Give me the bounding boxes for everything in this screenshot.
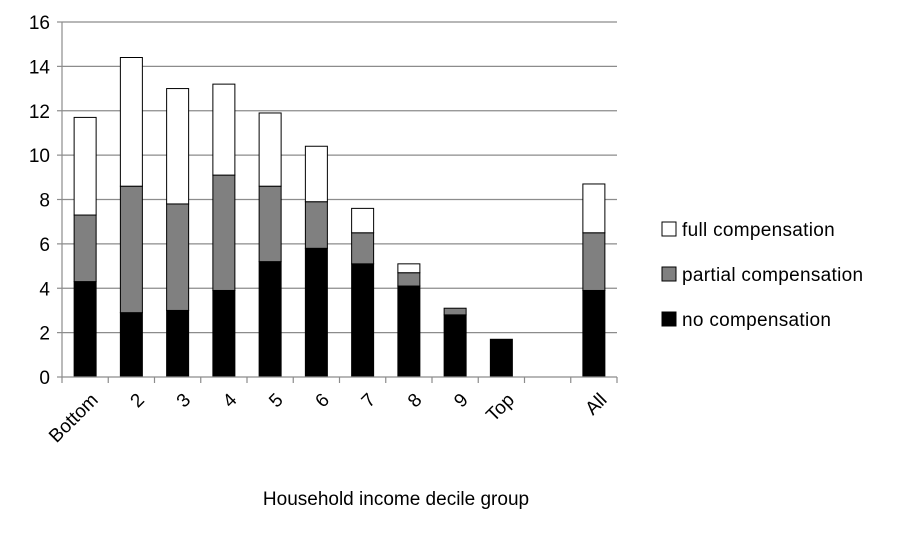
bar-segment-partial-compensation bbox=[304, 201, 328, 249]
bar-segment-no-compensation bbox=[397, 285, 421, 378]
y-tick-label: 0 bbox=[39, 368, 50, 389]
bar-segment-full-compensation bbox=[397, 263, 421, 274]
y-tick-label: 14 bbox=[29, 57, 51, 78]
bar-segment-full-compensation bbox=[304, 145, 328, 203]
y-tick-label: 8 bbox=[39, 191, 50, 212]
x-tick-label: Top bbox=[482, 390, 519, 427]
bar-segment-no-compensation bbox=[489, 338, 513, 378]
y-tick-label: 2 bbox=[39, 324, 50, 345]
bars bbox=[73, 57, 606, 378]
bar-segment-full-compensation bbox=[582, 183, 606, 234]
legend: full compensation partial compensation no … bbox=[661, 220, 863, 331]
y-tick-label: 6 bbox=[39, 235, 50, 256]
legend-swatch bbox=[661, 266, 677, 282]
y-tick-label: 4 bbox=[39, 279, 50, 300]
bar-segment-partial-compensation bbox=[258, 185, 282, 263]
y-tick-label: 10 bbox=[29, 146, 50, 167]
x-tick-label: 5 bbox=[265, 390, 287, 412]
x-tick-label: 9 bbox=[450, 390, 472, 412]
x-tick-label: Bottom bbox=[45, 390, 102, 447]
x-tick-label: 3 bbox=[173, 390, 195, 412]
legend-swatch bbox=[661, 311, 677, 327]
x-axis-title: Household income decile group bbox=[263, 489, 529, 510]
bar-segment-no-compensation bbox=[258, 261, 282, 378]
bar-segment-full-compensation bbox=[119, 57, 143, 187]
bar-segment-partial-compensation bbox=[443, 307, 467, 316]
y-tick-labels: 0 2 4 6 8 10 12 14 16 bbox=[29, 13, 51, 389]
legend-label: full compensation bbox=[682, 220, 835, 241]
bar-segment-partial-compensation bbox=[351, 232, 375, 265]
legend-label: partial compensation bbox=[682, 265, 863, 286]
bar-segment-full-compensation bbox=[258, 112, 282, 187]
bar-segment-partial-compensation bbox=[212, 174, 236, 291]
bar-segment-full-compensation bbox=[351, 207, 375, 234]
bar-segment-full-compensation bbox=[166, 88, 190, 205]
bar-segment-partial-compensation bbox=[397, 272, 421, 287]
x-tick-label: 6 bbox=[312, 390, 334, 412]
x-tick-label: 7 bbox=[358, 390, 380, 412]
bar-segment-no-compensation bbox=[212, 289, 236, 378]
bar-segment-partial-compensation bbox=[119, 185, 143, 314]
bar-segment-no-compensation bbox=[166, 309, 190, 378]
bar-segment-no-compensation bbox=[73, 281, 97, 378]
bar-segment-partial-compensation bbox=[166, 203, 190, 311]
x-tick-label: All bbox=[582, 390, 612, 420]
bar-segment-no-compensation bbox=[351, 263, 375, 378]
legend-swatch bbox=[661, 221, 677, 237]
x-tick-label: 4 bbox=[219, 389, 242, 412]
bar-segment-no-compensation bbox=[582, 289, 606, 378]
y-tick-label: 12 bbox=[29, 102, 50, 123]
gridlines bbox=[62, 21, 617, 334]
axes bbox=[57, 21, 618, 383]
x-tick-label: 8 bbox=[404, 390, 426, 412]
bar-segment-no-compensation bbox=[304, 247, 328, 378]
bar-segment-full-compensation bbox=[212, 83, 236, 176]
legend-label: no compensation bbox=[682, 310, 831, 331]
bar-segment-full-compensation bbox=[73, 116, 97, 216]
bar-segment-no-compensation bbox=[443, 314, 467, 378]
x-tick-labels: Bottom 2 3 4 5 6 7 8 9 Top All bbox=[45, 389, 611, 447]
bar-segment-no-compensation bbox=[119, 312, 143, 378]
bar-segment-partial-compensation bbox=[73, 214, 97, 283]
x-tick-label: 2 bbox=[127, 390, 149, 412]
bar-segment-partial-compensation bbox=[582, 232, 606, 291]
y-tick-label: 16 bbox=[29, 13, 50, 34]
